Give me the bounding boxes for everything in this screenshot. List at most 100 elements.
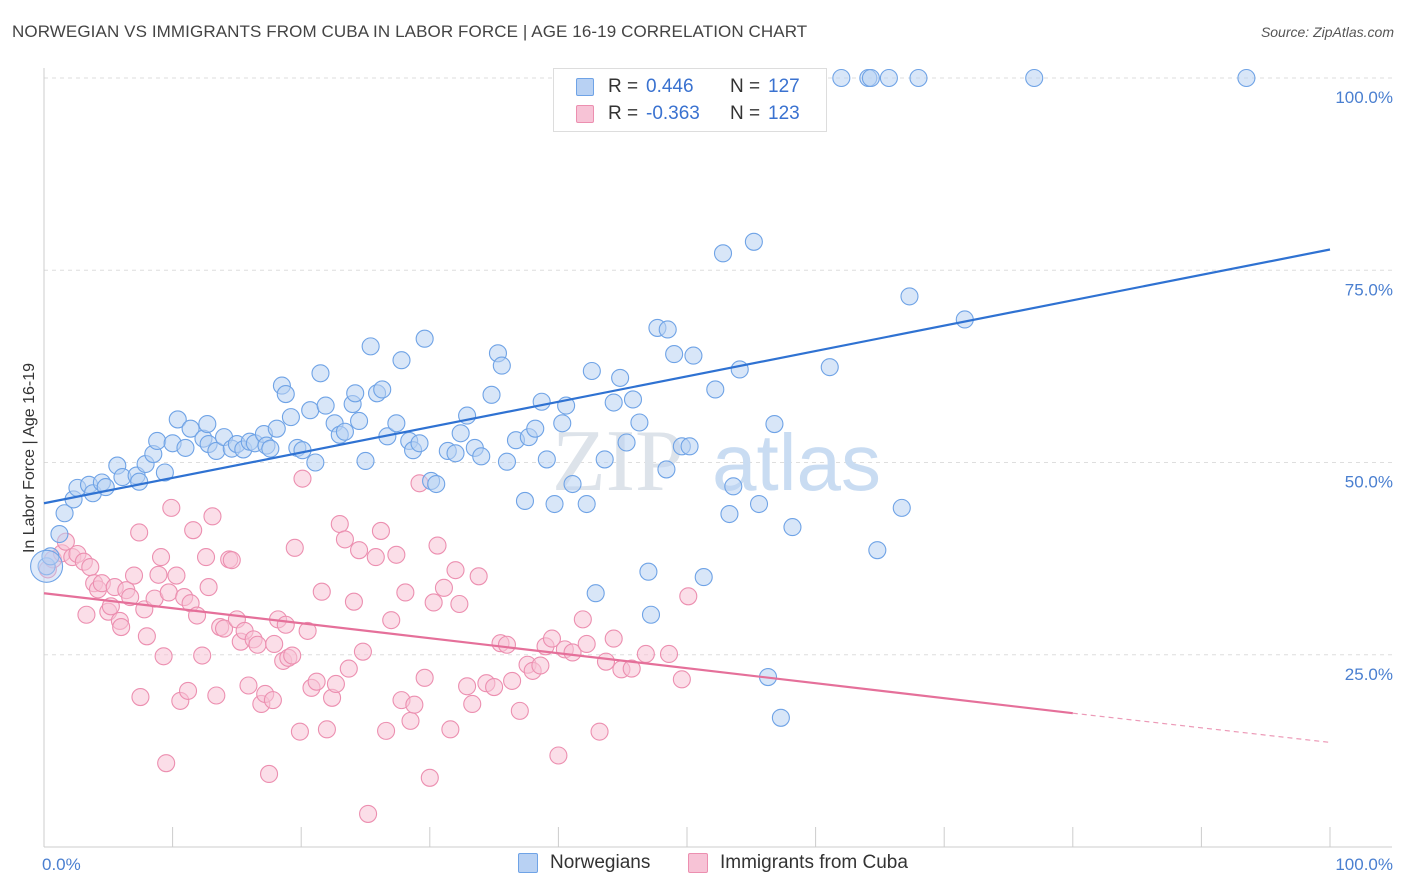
data-point <box>659 644 679 664</box>
data-point <box>373 380 392 399</box>
data-point <box>680 437 699 456</box>
legend: R = 0.446 N = 127 R = -0.363 N = 123 <box>553 68 827 132</box>
data-point <box>346 384 365 403</box>
data-point <box>377 721 396 740</box>
data-point <box>239 676 258 695</box>
data-point <box>121 588 140 607</box>
data-point <box>55 504 74 523</box>
data-point <box>148 431 167 451</box>
data-point <box>441 720 460 739</box>
data-point <box>485 677 504 697</box>
data-point <box>312 582 331 601</box>
trend-line-norwegians <box>43 248 1331 505</box>
data-point <box>446 561 465 580</box>
data-point <box>276 385 295 404</box>
data-point <box>590 722 609 741</box>
data-point <box>77 605 96 624</box>
data-point <box>595 450 614 469</box>
data-point <box>401 711 420 730</box>
data-point <box>622 659 641 678</box>
data-point <box>492 356 511 375</box>
data-point <box>611 368 630 387</box>
data-point <box>311 364 330 383</box>
data-point <box>281 408 300 427</box>
data-point <box>207 686 226 705</box>
data-point <box>577 494 596 514</box>
data-point <box>276 615 295 634</box>
data-point <box>641 605 661 624</box>
data-point <box>356 451 375 471</box>
data-point <box>387 414 406 433</box>
series-cuba-points <box>38 469 698 823</box>
data-point <box>515 491 535 511</box>
data-point <box>679 587 698 606</box>
data-point <box>482 385 501 404</box>
data-point <box>382 611 401 630</box>
data-point <box>317 720 336 739</box>
data-point <box>604 629 623 648</box>
data-point <box>582 361 601 381</box>
data-point <box>563 643 582 662</box>
data-point <box>151 548 171 567</box>
data-point <box>553 414 572 433</box>
data-point <box>497 452 517 471</box>
data-point <box>261 439 280 458</box>
axes <box>43 68 1392 848</box>
legend-r-value: 0.446 <box>646 76 694 97</box>
data-point <box>396 583 415 602</box>
data-point <box>130 472 149 491</box>
data-point <box>434 578 453 597</box>
data-point <box>724 477 743 496</box>
data-point <box>199 578 218 597</box>
data-point <box>424 593 443 612</box>
data-point <box>387 545 406 564</box>
data-point <box>181 419 200 438</box>
bottom-legend-norwegians[interactable]: Norwegians <box>518 852 650 874</box>
data-point <box>203 507 222 526</box>
data-point <box>463 694 482 714</box>
data-point <box>350 541 369 560</box>
data-point <box>420 768 439 787</box>
data-point <box>306 453 325 472</box>
data-point <box>451 424 470 443</box>
data-point <box>301 401 320 420</box>
source-label: Source: ZipAtlas.com <box>1260 24 1394 40</box>
bottom-legend-cuba[interactable]: Immigrants from Cuba <box>688 852 908 874</box>
data-point <box>706 380 725 399</box>
data-point <box>335 530 354 549</box>
legend-swatch-pink <box>688 853 708 873</box>
data-point <box>596 652 616 671</box>
data-point <box>730 360 749 379</box>
data-point <box>267 419 286 438</box>
data-point <box>222 551 241 570</box>
data-point <box>335 422 354 441</box>
data-point <box>196 548 216 567</box>
data-point <box>81 558 100 577</box>
x-tick-label: 0.0% <box>42 855 81 874</box>
data-point <box>285 538 304 557</box>
data-point <box>744 232 763 251</box>
data-point <box>131 687 150 707</box>
watermark-zip: ZIP <box>552 413 684 510</box>
y-tick-label: 75.0% <box>1345 280 1393 299</box>
data-point <box>259 764 279 783</box>
trend-lines <box>43 248 1331 744</box>
data-point <box>1237 68 1256 88</box>
data-point <box>330 514 349 534</box>
legend-n-label: N = <box>730 76 761 97</box>
data-point <box>265 634 284 654</box>
data-point <box>665 345 684 364</box>
data-point <box>532 392 551 411</box>
data-point <box>1025 68 1044 88</box>
data-point <box>510 701 529 720</box>
legend-n-value: 127 <box>768 76 800 97</box>
data-point <box>427 474 446 494</box>
data-point <box>542 629 562 648</box>
tick-labels: 25.0% 50.0% 75.0% 100.0% 0.0% 100.0% <box>42 88 1393 874</box>
data-point <box>248 635 267 654</box>
data-point <box>290 722 309 741</box>
data-point <box>415 668 434 687</box>
data-point <box>307 672 326 691</box>
data-point <box>549 746 568 765</box>
bottom-legend-label: Immigrants from Cuba <box>720 852 908 873</box>
